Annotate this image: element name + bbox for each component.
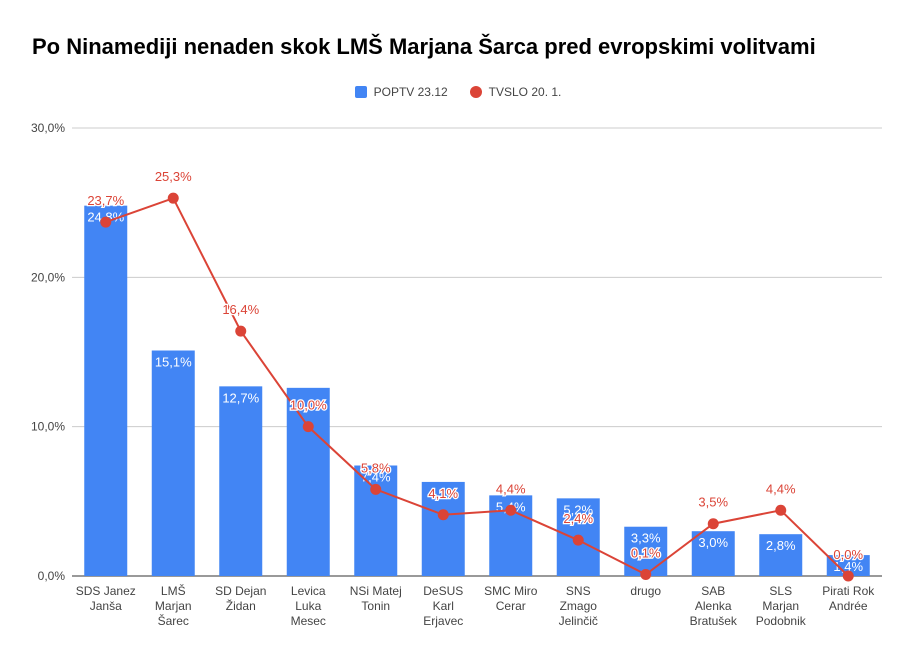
x-tick-label-line: Luka xyxy=(295,599,321,613)
line-point xyxy=(235,325,247,337)
line-data-label: 23,7% xyxy=(87,193,124,208)
line-data-label: 25,3% xyxy=(155,169,192,184)
x-tick-label: SNS Zmago Jelinčič xyxy=(559,584,598,628)
line-data-label: 5,8% xyxy=(361,460,391,475)
line-point xyxy=(370,483,382,495)
bar xyxy=(219,386,263,576)
x-tick-label-line: SDS Janez xyxy=(76,584,136,598)
bar-data-label: 15,1% xyxy=(155,355,192,370)
x-tick-label-line: Mesec xyxy=(291,614,326,628)
x-tick-label-line: LMŠ xyxy=(161,583,186,598)
y-tick-label: 30,0% xyxy=(31,121,65,135)
x-tick-label-line: Zmago xyxy=(560,599,598,613)
x-tick-label-line: NSi Matej xyxy=(350,584,402,598)
legend-swatch-bar xyxy=(354,86,367,98)
line-point xyxy=(572,534,584,546)
legend-label-poptv: POPTV 23.12 xyxy=(373,85,448,99)
x-tick-label: SAB Alenka Bratušek xyxy=(690,584,738,628)
line-point xyxy=(505,504,517,516)
bar xyxy=(421,481,465,576)
x-tick-label-line: SAB xyxy=(701,584,725,598)
x-tick-label-line: Marjan xyxy=(762,599,799,613)
x-tick-label-line: Andrée xyxy=(829,599,868,613)
bar-data-label: 5,2% xyxy=(563,502,593,517)
x-tick-label: SDS Janez Janša xyxy=(76,584,136,613)
y-tick-label: 10,0% xyxy=(31,420,65,434)
x-tick-label-line: Erjavec xyxy=(423,614,463,628)
line-point xyxy=(842,570,854,582)
line-point xyxy=(640,569,652,581)
bar xyxy=(151,350,195,576)
line-point xyxy=(100,216,112,228)
x-tick-label: DeSUS Karl Erjavec xyxy=(423,584,463,628)
bar xyxy=(84,205,128,577)
x-tick-label: LMŠ Marjan Šarec xyxy=(155,583,192,628)
x-tick-label-line: Tonin xyxy=(361,599,390,613)
x-tick-label-line: Jelinčič xyxy=(559,614,598,628)
x-tick-label-line: drugo xyxy=(630,584,661,598)
bar-data-label: 3,0% xyxy=(698,535,728,550)
line-point xyxy=(775,504,787,516)
line-data-label: 10,0% xyxy=(290,398,327,413)
bar-data-label: 12,7% xyxy=(222,390,259,405)
line-data-label: 4,4% xyxy=(496,481,526,496)
x-tick-label-line: Podobnik xyxy=(756,614,807,628)
line-point xyxy=(167,192,179,204)
x-tick-label-line: Bratušek xyxy=(690,614,738,628)
chart-title: Po Ninamediji nenaden skok LMŠ Marjana Š… xyxy=(32,34,816,59)
line-data-label: 0,1% xyxy=(631,546,661,561)
x-tick-label-line: DeSUS xyxy=(423,584,463,598)
x-tick-label: SMC Miro Cerar xyxy=(484,584,538,613)
line-point xyxy=(437,509,449,521)
line-data-label: 3,5% xyxy=(698,495,728,510)
bar xyxy=(759,534,803,576)
bar-data-label: 7,4% xyxy=(361,469,391,484)
x-tick-label-line: Alenka xyxy=(695,599,732,613)
line-data-label: 2,4% xyxy=(563,511,593,526)
legend-item-tvslo[interactable]: TVSLO 20. 1. xyxy=(469,85,562,99)
line-point xyxy=(302,421,314,433)
bar-data-label: 1,4% xyxy=(833,559,863,574)
x-tick-label: SD Dejan Židan xyxy=(215,584,266,613)
x-tick-label-line: Cerar xyxy=(496,599,526,613)
legend-label-tvslo: TVSLO 20. 1. xyxy=(488,85,562,99)
x-tick-label-line: Janša xyxy=(90,599,122,613)
y-tick-label: 0,0% xyxy=(38,569,66,583)
x-tick-label: Pirati Rok Andrée xyxy=(822,584,875,613)
bar-data-label: 2,8% xyxy=(766,538,796,553)
x-tick-label-line: SNS xyxy=(566,584,591,598)
line-data-label: 4,1% xyxy=(428,486,458,501)
bar-data-label: 3,3% xyxy=(631,531,661,546)
x-tick-label: SLS Marjan Podobnik xyxy=(756,584,807,628)
legend: POPTV 23.12 TVSLO 20. 1. xyxy=(0,82,916,102)
line-data-label: 0,0% xyxy=(833,547,863,562)
x-tick-label-line: Židan xyxy=(226,598,256,613)
legend-item-poptv[interactable]: POPTV 23.12 xyxy=(354,85,448,99)
legend-swatch-dot xyxy=(469,86,482,98)
x-tick-label-line: Marjan xyxy=(155,599,192,613)
bar xyxy=(691,531,735,576)
x-tick-label-line: Levica xyxy=(291,584,326,598)
series-line xyxy=(105,196,849,577)
x-tick-label-line: SLS xyxy=(769,584,792,598)
y-tick-label: 20,0% xyxy=(31,270,65,284)
x-tick-label-line: Pirati Rok xyxy=(822,584,875,598)
bar xyxy=(286,387,330,576)
x-tick-label-line: Šarec xyxy=(158,613,189,628)
x-tick-label: NSi Matej Tonin xyxy=(350,584,402,613)
x-tick-label: Levica Luka Mesec xyxy=(291,584,326,628)
line-point xyxy=(707,518,719,530)
line-data-label: 4,4% xyxy=(766,481,796,496)
x-tick-label-line: SD Dejan xyxy=(215,584,266,598)
x-tick-label-line: Karl xyxy=(433,599,454,613)
x-tick-label-line: SMC Miro xyxy=(484,584,538,598)
line-data-label: 16,4% xyxy=(222,302,259,317)
bar xyxy=(826,555,870,576)
x-tick-label: drugo xyxy=(630,584,661,598)
